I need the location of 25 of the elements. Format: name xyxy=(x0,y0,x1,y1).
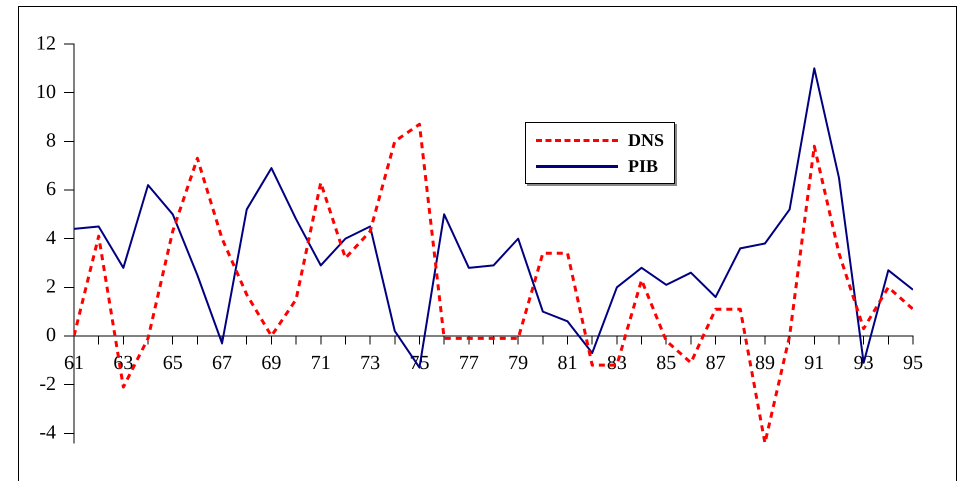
x-tick-label: 95 xyxy=(903,352,923,374)
y-tick-label: 4 xyxy=(46,226,56,249)
x-tick-label: 79 xyxy=(508,352,528,374)
y-tick-label: 2 xyxy=(46,276,56,298)
x-tick-label: 71 xyxy=(310,352,331,374)
x-tick-label: 87 xyxy=(706,352,726,374)
x-tick-label: 81 xyxy=(558,352,578,374)
y-tick-label: 6 xyxy=(46,178,56,200)
x-tick-label: 91 xyxy=(804,352,824,374)
y-tick-label: 12 xyxy=(36,32,56,54)
legend-label: PIB xyxy=(628,156,658,176)
y-tick-label: 8 xyxy=(46,130,56,152)
x-tick-label: 77 xyxy=(458,352,479,374)
x-tick-label: 65 xyxy=(162,352,183,374)
x-tick-label: 69 xyxy=(261,352,282,374)
y-tick-label: 0 xyxy=(46,324,56,346)
y-tick-label: -2 xyxy=(39,372,56,395)
x-tick-label: 67 xyxy=(212,352,232,374)
x-tick-label: 93 xyxy=(854,352,874,374)
x-tick-label: 89 xyxy=(754,352,775,374)
y-tick-label: -4 xyxy=(39,422,56,444)
legend-label: DNS xyxy=(628,130,664,150)
x-tick-label: 85 xyxy=(656,352,676,374)
y-tick-label: 10 xyxy=(36,80,56,103)
x-tick-label: 73 xyxy=(360,352,380,374)
